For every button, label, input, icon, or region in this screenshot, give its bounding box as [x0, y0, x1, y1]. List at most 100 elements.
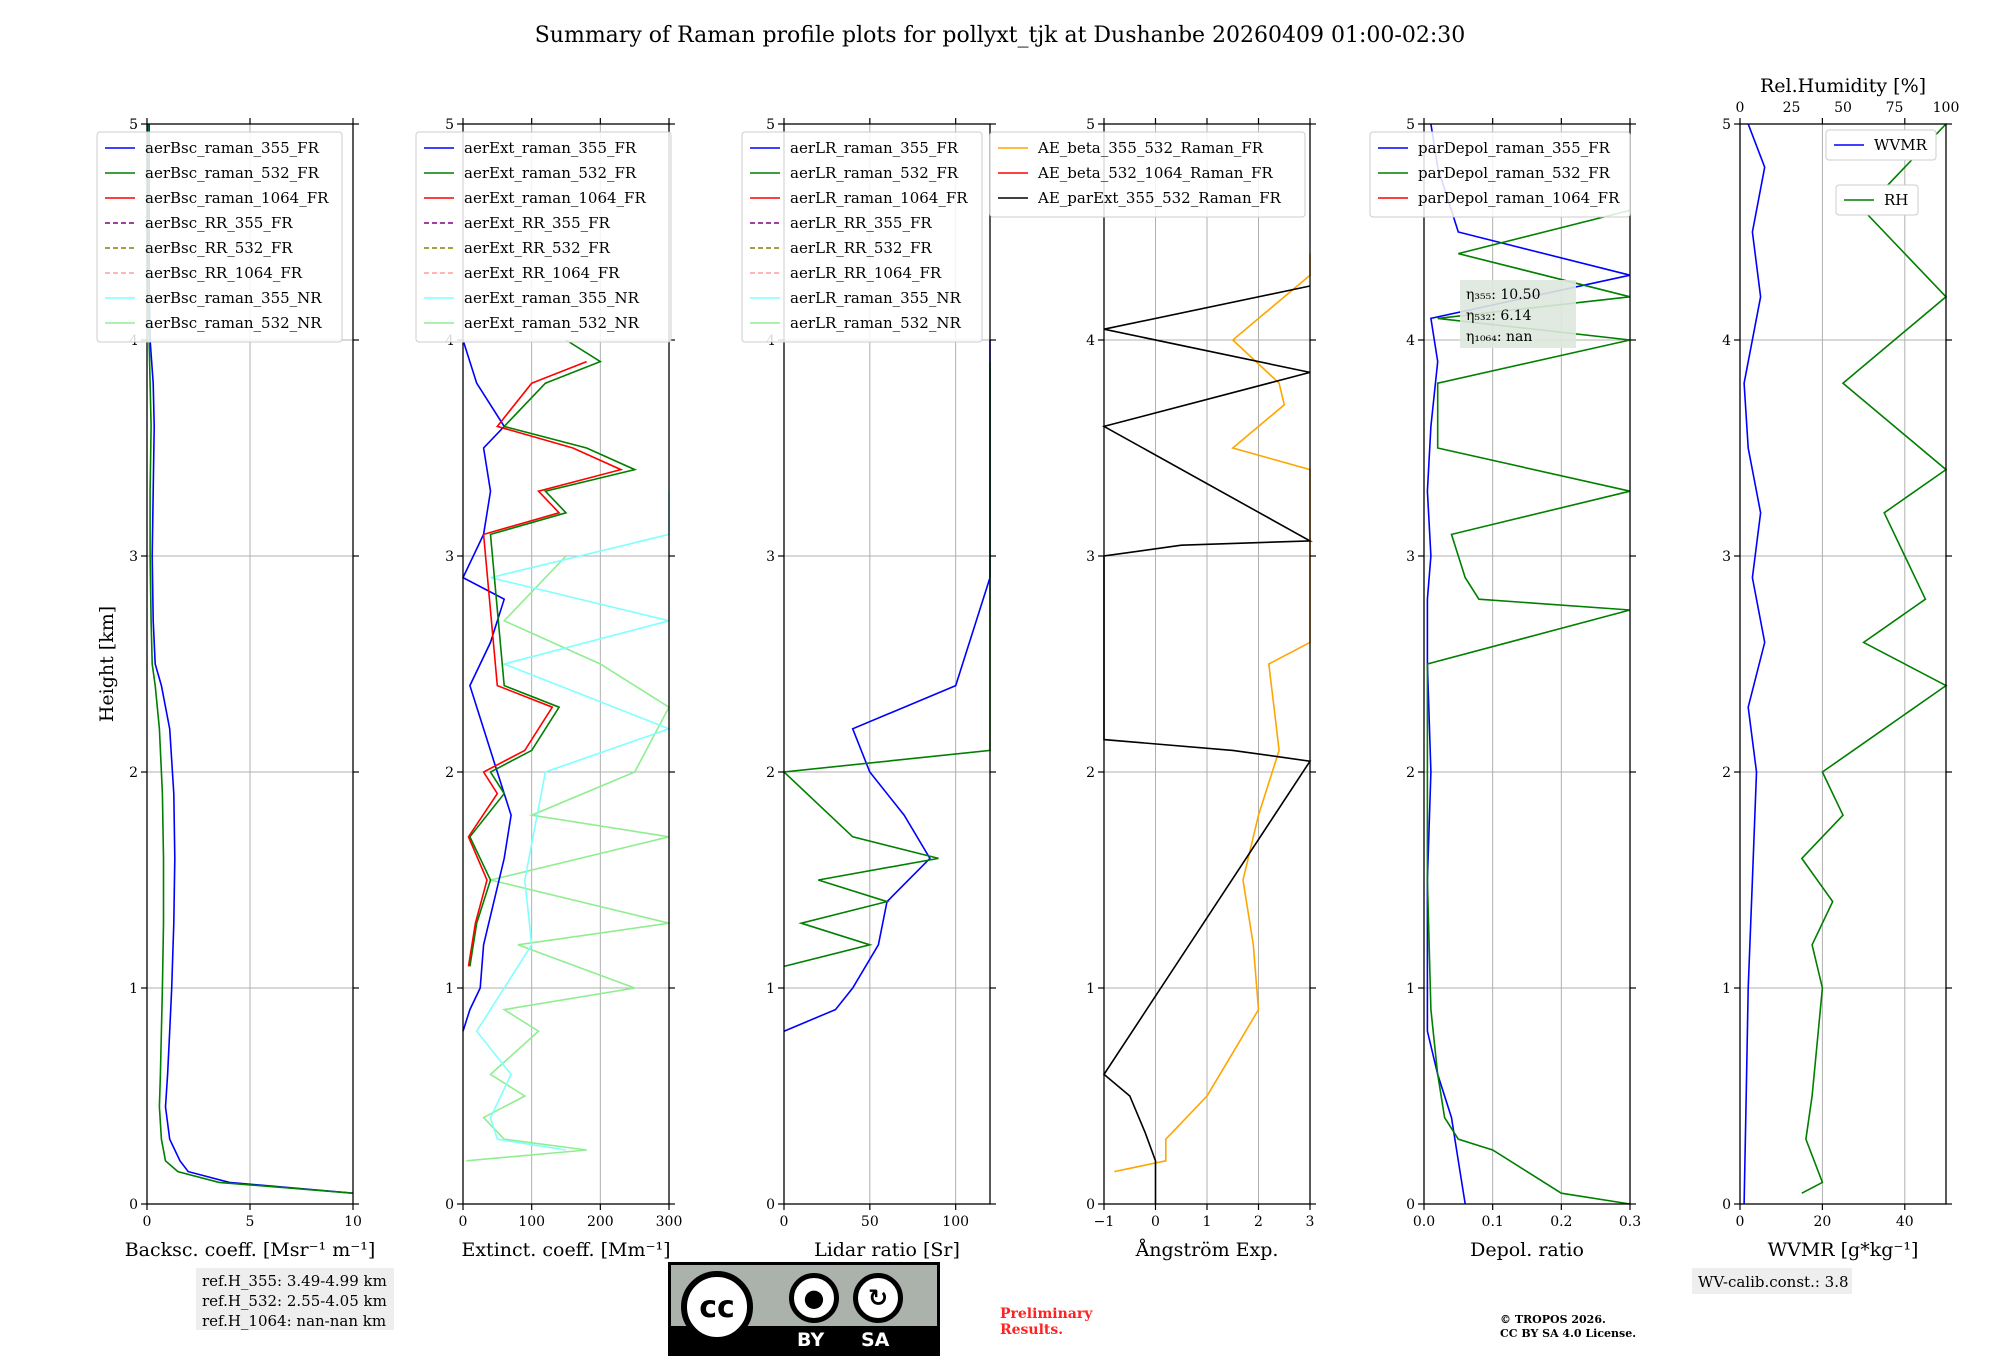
refh-355: ref.H_355: 3.49-4.99 km — [202, 1272, 387, 1290]
series-AE_beta_355_532_Raman_FR — [1114, 253, 1311, 1173]
xtick-label: 0 — [459, 1214, 468, 1230]
legend-entry: parDepol_raman_532_FR — [1418, 164, 1611, 182]
series-RH — [1800, 123, 1948, 1194]
xtick-label: 0.1 — [1482, 1214, 1504, 1230]
axes-frame — [783, 123, 991, 1205]
series-aerExt_raman_355_NR — [475, 491, 672, 1151]
series-aerExt_raman_532_FR — [468, 339, 638, 967]
legend-entry: aerExt_raman_532_FR — [464, 164, 637, 182]
cc-sa-label: SA — [861, 1329, 890, 1351]
ytick-label: 5 — [766, 117, 775, 133]
legend-entry: AE_beta_532_1064_Raman_FR — [1037, 164, 1273, 182]
axes-frame — [1423, 123, 1631, 1205]
copyright-line-1: © TROPOS 2026. — [1500, 1313, 1606, 1326]
ytick-label: 4 — [1086, 333, 1095, 349]
series-aerExt_raman_1064_FR — [467, 360, 624, 967]
cc-by-sa-badge: cc ● ↻ BY SA — [668, 1262, 940, 1356]
refh-1064: ref.H_1064: nan-nan km — [202, 1312, 386, 1330]
x-axis-label: WVMR [g*kg⁻¹] — [1768, 1239, 1919, 1261]
legend: parDepol_raman_355_FR parDepol_raman_532_… — [1369, 131, 1631, 218]
series-aerBsc_raman_355_FR — [148, 124, 354, 1194]
ytick-label: 0 — [1722, 1197, 1731, 1213]
xtick-label: 200 — [587, 1214, 614, 1230]
eta-annotation: η₁₀₆₄: nan — [1466, 329, 1532, 345]
ytick-label: 5 — [1086, 117, 1095, 133]
ytick-label: 1 — [1722, 981, 1731, 997]
legend-entry: WVMR — [1874, 136, 1928, 154]
legend-entry: aerLR_RR_1064_FR — [790, 264, 942, 282]
eta-annotation: η₅₃₂: 6.14 — [1466, 308, 1532, 324]
legend-entry: aerExt_RR_1064_FR — [464, 264, 620, 282]
ytick-label: 5 — [445, 117, 454, 133]
ytick-label: 4 — [1722, 333, 1731, 349]
xtick-label: 0 — [143, 1214, 152, 1230]
xtick-label: 3 — [1306, 1214, 1315, 1230]
ytick-label: 2 — [1722, 765, 1731, 781]
ytick-label: 2 — [1086, 765, 1095, 781]
legend-entry: aerBsc_raman_532_FR — [145, 164, 320, 182]
ytick-label: 0 — [766, 1197, 775, 1213]
ytick-label: 3 — [129, 549, 138, 565]
ytick-label: 3 — [766, 549, 775, 565]
xtick-label: 20 — [1813, 1214, 1831, 1230]
person-icon: ● — [789, 1273, 839, 1323]
refh-532: ref.H_532: 2.55-4.05 km — [202, 1292, 387, 1310]
axes-frame — [1739, 123, 1947, 1205]
legend-entry: aerExt_RR_355_FR — [464, 214, 611, 232]
legend-box — [1835, 184, 1919, 216]
ytick-label: 3 — [1086, 549, 1095, 565]
wv-calib-box: WV-calib.const.: 3.8 — [1692, 1268, 1852, 1294]
eta-box — [1460, 280, 1576, 348]
ytick-label: 3 — [445, 549, 454, 565]
x-axis-label: Backsc. coeff. [Msr⁻¹ m⁻¹] — [125, 1239, 376, 1261]
ytick-label: 4 — [1406, 333, 1415, 349]
legend-box — [1369, 131, 1631, 218]
legend-entry: parDepol_raman_355_FR — [1418, 139, 1611, 157]
panels: 0510012345Backsc. coeff. [Msr⁻¹ m⁻¹]Heig… — [96, 75, 1959, 1261]
x2tick-label: 25 — [1783, 100, 1801, 116]
x2tick-label: 75 — [1886, 100, 1904, 116]
xtick-label: 0 — [780, 1214, 789, 1230]
panel-depol: 0.0 0.1 0.2 0.3 0 1 2 3 4 5 Depol. ratio parDepol_r… — [1369, 117, 1641, 1261]
legend-entry: aerLR_raman_532_NR — [790, 314, 961, 332]
ytick-label: 2 — [129, 765, 138, 781]
legend-entry: aerLR_raman_532_FR — [790, 164, 959, 182]
preliminary-label-2: Results. — [1000, 1322, 1063, 1338]
xtick-label: 0.0 — [1413, 1214, 1435, 1230]
ytick-label: 1 — [129, 981, 138, 997]
legend-entry: RH — [1884, 191, 1908, 209]
legend-entry: aerBsc_raman_355_FR — [145, 139, 320, 157]
legend-box — [96, 131, 343, 343]
ytick-label: 5 — [1406, 117, 1415, 133]
ytick-label: 2 — [1406, 765, 1415, 781]
ytick-label: 3 — [1722, 549, 1731, 565]
legend: AE_beta_355_532_Raman_FR AE_beta_532_1064… — [989, 131, 1306, 218]
figure-title: Summary of Raman profile plots for polly… — [535, 23, 1466, 48]
cc-logo-icon: cc — [681, 1271, 753, 1343]
legend-box — [989, 131, 1306, 218]
legend-entry: aerBsc_raman_532_NR — [145, 314, 322, 332]
ytick-label: 0 — [1086, 1197, 1095, 1213]
xtick-label: −1 — [1094, 1214, 1115, 1230]
legend-entry: aerBsc_raman_355_NR — [145, 289, 322, 307]
x-axis-label: Ångström Exp. — [1135, 1239, 1279, 1261]
x2tick-label: 50 — [1834, 100, 1852, 116]
legend-entry: aerBsc_RR_355_FR — [145, 214, 293, 232]
x2-axis-label: Rel.Humidity [%] — [1760, 75, 1926, 97]
xtick-label: 0 — [1151, 1214, 1160, 1230]
xtick-label: 100 — [942, 1214, 969, 1230]
series-aerExt_raman_355_FR — [461, 339, 512, 1032]
ytick-label: 1 — [1406, 981, 1415, 997]
panel-ext: 0100200300012345Extinct. coeff. [Mm⁻¹]ae… — [415, 117, 682, 1261]
legend-box — [1825, 129, 1937, 161]
legend-box — [415, 131, 672, 343]
xtick-label: 40 — [1896, 1214, 1914, 1230]
x-axis-label: Extinct. coeff. [Mm⁻¹] — [461, 1239, 670, 1261]
panel-bsc: 0510012345Backsc. coeff. [Msr⁻¹ m⁻¹]Heig… — [96, 117, 375, 1261]
xtick-label: 5 — [246, 1214, 255, 1230]
preliminary-label: Preliminary — [1000, 1306, 1093, 1322]
ytick-label: 1 — [1086, 981, 1095, 997]
ytick-label: 5 — [129, 117, 138, 133]
xtick-label: 0.2 — [1550, 1214, 1572, 1230]
